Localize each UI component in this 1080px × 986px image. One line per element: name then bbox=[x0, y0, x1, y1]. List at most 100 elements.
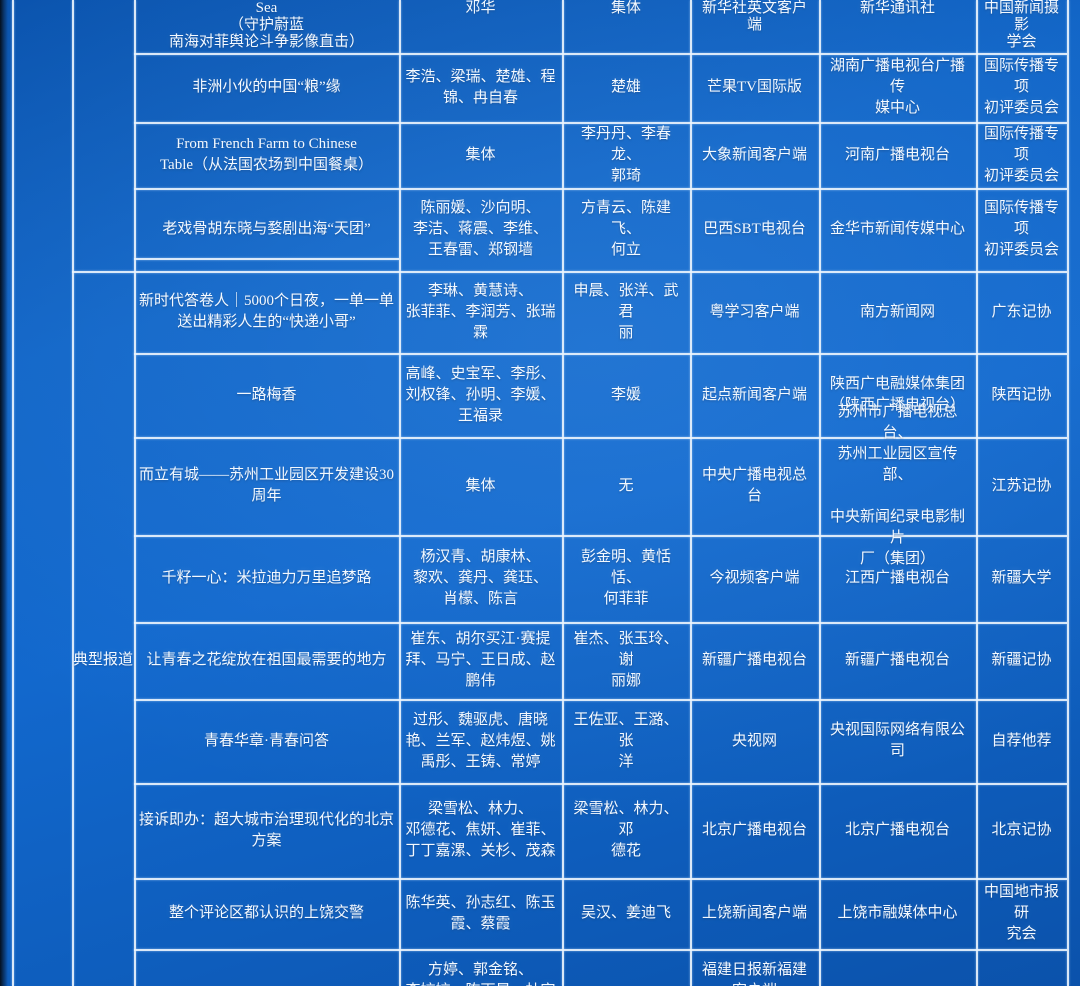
table-cell-editors: 申晨、张洋、武君 丽 bbox=[573, 282, 679, 341]
grid-line bbox=[134, 353, 1067, 355]
table-cell-platform: 北京广播电视台 bbox=[701, 822, 807, 838]
grid-line bbox=[134, 53, 1067, 55]
table-cell-title: 非洲小伙的中国“粮”缘 bbox=[192, 79, 341, 95]
table-cell-recommender: 新疆记协 bbox=[991, 652, 1052, 668]
table-cell-publisher: 新疆广播电视台 bbox=[844, 652, 950, 668]
table-cell-authors: 李琳、黄慧诗、 张菲菲、李润芳、张瑞 霖 bbox=[405, 282, 556, 341]
table-cell-platform: 芒果TV国际版 bbox=[707, 79, 802, 95]
grid-line bbox=[134, 437, 1067, 439]
table-cell-title: 让青春之花绽放在祖国最需要的地方 bbox=[146, 652, 387, 668]
table-cell-editors: 吴汉、姜迪飞 bbox=[580, 905, 671, 921]
table-cell-title: 青春华章·青春问答 bbox=[204, 732, 329, 749]
table-cell-platform: 今视频客户端 bbox=[709, 570, 800, 586]
table-cell-title: 而立有城——苏州工业园区开发建设30 周年 bbox=[139, 467, 395, 504]
table-cell-platform: 起点新闻客户端 bbox=[701, 386, 807, 403]
grid-line bbox=[134, 0, 136, 986]
table-cell-authors: 过彤、魏驱虎、唐晓 艳、兰军、赵炜煜、姚 禹彤、王铸、常婷 bbox=[405, 711, 556, 770]
table-cell-recommender: 国际传播专项 初评委员会 bbox=[983, 200, 1059, 258]
table-cell-authors: 集体 bbox=[465, 146, 496, 163]
table-cell-publisher: 金华市新闻传媒中心 bbox=[829, 221, 965, 237]
table-cell-recommender: 国际传播专项 初评委员会 bbox=[983, 58, 1059, 116]
table-cell-editors: 方青云、陈建飞、 何立 bbox=[580, 200, 671, 258]
grid-line bbox=[134, 699, 1067, 701]
table-cell-title: 一路梅香 bbox=[236, 386, 297, 403]
table-cell-recommender bbox=[978, 949, 1065, 986]
table-cell-editors: 集体 bbox=[610, 0, 641, 16]
grid-line bbox=[134, 122, 1067, 124]
table-cell-publisher: 北京广播电视台 bbox=[844, 822, 950, 838]
table-cell-platform: 大象新闻客户端 bbox=[701, 146, 807, 163]
table-cell-authors: 邓华 bbox=[465, 0, 496, 16]
table-cell-title: 整个评论区都认识的上饶交警 bbox=[168, 905, 364, 921]
table-cell-platform: 中央广播电视总台 bbox=[701, 467, 807, 504]
table-cell-authors: 高峰、史宝军、李彤、 刘权锋、孙明、李媛、 王福录 bbox=[405, 365, 556, 424]
table-cell-authors: 李浩、梁瑞、楚雄、程 锦、冉自春 bbox=[405, 68, 556, 106]
table-cell-platform: 上饶新闻客户端 bbox=[701, 905, 807, 921]
table-cell-platform: 新疆广播电视台 bbox=[701, 652, 807, 668]
table-cell-editors: 崔杰、张玉玲、谢 丽娜 bbox=[573, 631, 679, 689]
table-cell-publisher: 南方新闻网 bbox=[859, 303, 935, 320]
grid-line bbox=[134, 878, 1067, 880]
table-cell-platform: 央视网 bbox=[731, 732, 777, 749]
grid-line bbox=[976, 0, 978, 986]
grid-line bbox=[134, 622, 1067, 624]
table-cell-recommender: 国际传播专项 初评委员会 bbox=[983, 125, 1059, 184]
grid-line bbox=[12, 0, 14, 986]
table-cell-title bbox=[136, 949, 397, 986]
table-cell-recommender: 陕西记协 bbox=[991, 386, 1052, 403]
table-cell-platform: 巴西SBT电视台 bbox=[703, 221, 806, 237]
table-cell-recommender: 中国地市报研 究会 bbox=[983, 884, 1059, 942]
table-cell-authors: 陈丽媛、沙向明、 李洁、蒋震、李维、 王春雷、郑钢墙 bbox=[412, 200, 548, 258]
table-cell-authors: 杨汉青、胡康林、 黎欢、龚丹、龚珏、 肖檬、陈言 bbox=[412, 549, 548, 607]
grid-line bbox=[134, 949, 1067, 951]
grid-line bbox=[134, 783, 1067, 785]
table-cell-publisher: 新华通讯社 bbox=[859, 0, 935, 16]
table-cell-publisher: 河南广播电视台 bbox=[844, 146, 950, 163]
grid-line bbox=[562, 0, 564, 986]
table-cell-editors: 梁雪松、林力、邓 德花 bbox=[573, 801, 679, 859]
table-cell-title: 千籽一心：米拉迪力万里追梦路 bbox=[161, 570, 372, 586]
table-cell-editors: 楚雄 bbox=[610, 79, 641, 95]
table-cell-publisher: 湖南广播电视台广播传 媒中心 bbox=[829, 58, 965, 116]
table-cell-recommender: 北京记协 bbox=[991, 822, 1052, 838]
table-cell-platform: 福建日报新福建客户端 bbox=[701, 962, 807, 986]
table-cell-title: 新时代答卷人｜5000个日夜，一单一单 送出精彩人生的“快递小哥” bbox=[139, 293, 395, 330]
table-cell-recommender: 新疆大学 bbox=[991, 570, 1052, 586]
table-cell-publisher bbox=[821, 949, 974, 986]
table-cell-recommender: 广东记协 bbox=[991, 303, 1052, 320]
table-cell-title: From French Farm to Chinese Table（从法国农场到… bbox=[159, 136, 374, 173]
table-cell-editors: 李媛 bbox=[610, 386, 641, 403]
table-cell-editors bbox=[564, 949, 688, 986]
grid-line bbox=[1067, 0, 1069, 986]
grid-line bbox=[72, 0, 74, 986]
table-cell-recommender: 江苏记协 bbox=[991, 477, 1052, 494]
table-cell-editors: 彭金明、黄恬恬、 何菲菲 bbox=[580, 549, 671, 607]
table-cell-authors: 崔东、胡尔买江·赛提 拜、马宁、王日成、赵 鹏伟 bbox=[405, 631, 556, 689]
grid-line bbox=[819, 0, 821, 986]
table-cell-platform: 粤学习客户端 bbox=[709, 303, 800, 320]
table-cell-authors: 集体 bbox=[465, 477, 496, 494]
table-cell-platform: 新华社英文客户端 bbox=[701, 0, 807, 33]
table-cell-title: 接诉即办：超大城市治理现代化的北京 方案 bbox=[139, 811, 395, 849]
table-cell-title: 老戏骨胡东晓与婺剧出海“天团” bbox=[162, 221, 371, 237]
table-cell-publisher: 苏州市广播电视总台、 苏州工业园区宣传部、 中央新闻纪录电影制片 厂（集团） bbox=[829, 404, 965, 567]
table-cell-editors: 王佐亚、王潞、张 洋 bbox=[573, 711, 679, 770]
table-cell-publisher: 陕西广电融媒体集团 （陕西广播电视台） bbox=[829, 376, 965, 413]
table-cell-authors: 陈华英、孙志红、陈玉 霞、蔡霞 bbox=[405, 894, 556, 932]
page-left-shadow bbox=[0, 0, 8, 986]
table-cell-editors: 无 bbox=[618, 477, 634, 494]
table-cell-recommender: 中国新闻摄影 学会 bbox=[983, 0, 1059, 50]
grid-line bbox=[72, 271, 1067, 273]
table-cell-authors: 方婷、郭金铭、 李姣姣、陈雨晨、杜宇 bbox=[405, 962, 555, 986]
grid-line bbox=[690, 0, 692, 986]
table-cell-recommender: 自荐他荐 bbox=[991, 732, 1052, 749]
table-cell-title: Sea （守护蔚蓝 南海对菲舆论斗争影像直击） bbox=[168, 0, 364, 50]
table-cell-editors: 李丹丹、李春龙、 郭琦 bbox=[580, 125, 671, 184]
table-cell-authors: 梁雪松、林力、 邓德花、焦妍、崔菲、 丁丁嘉漯、关杉、茂森 bbox=[405, 801, 556, 859]
grid-line bbox=[399, 0, 401, 986]
table-cell-publisher: 上饶市融媒体中心 bbox=[837, 905, 958, 921]
grid-line bbox=[134, 188, 1067, 190]
table-cell-publisher: 江西广播电视台 bbox=[844, 570, 950, 586]
grid-line bbox=[134, 258, 399, 260]
